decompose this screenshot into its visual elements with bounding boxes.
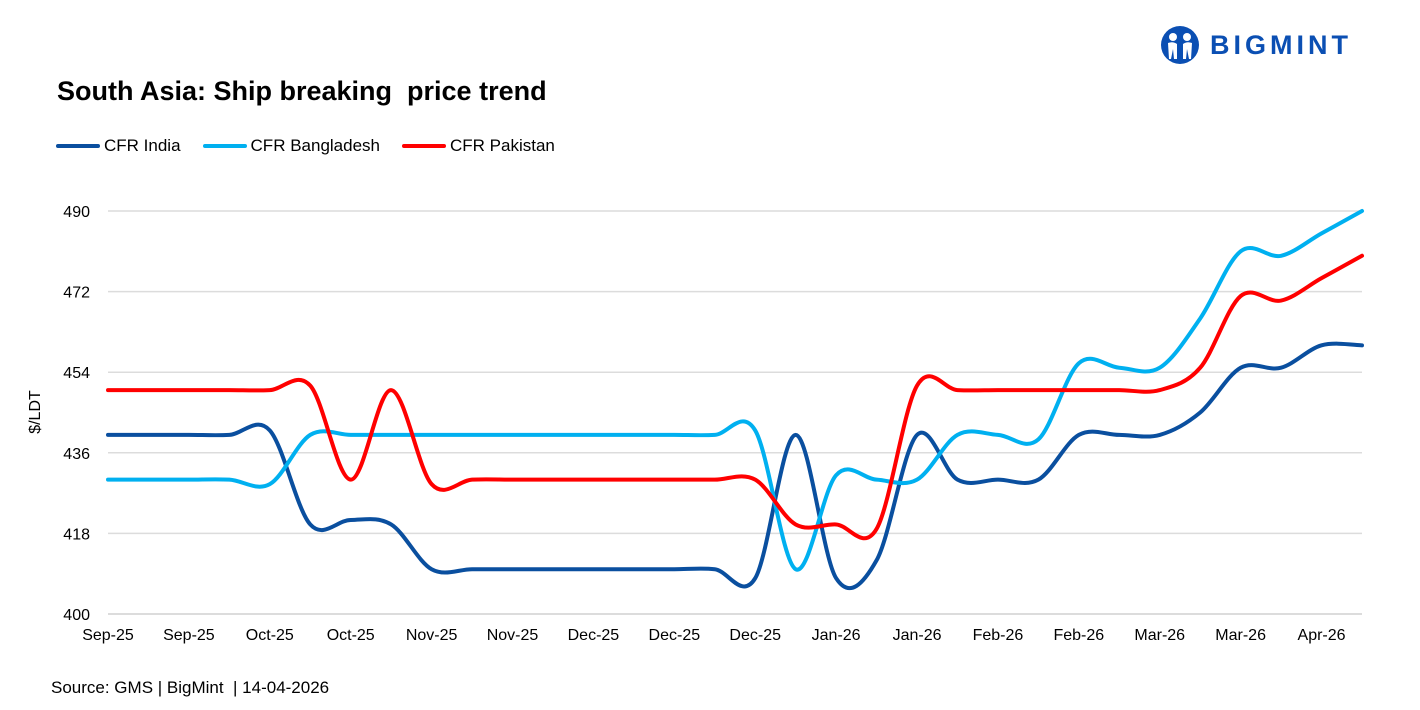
y-tick-label: 454 <box>63 365 90 382</box>
x-tick-label: Apr-26 <box>1298 627 1346 644</box>
legend-item-pakistan: CFR Pakistan <box>402 136 555 156</box>
y-tick-label: 400 <box>63 607 90 624</box>
legend-item-bangladesh: CFR Bangladesh <box>202 136 380 156</box>
x-tick-label: Oct-25 <box>327 627 375 644</box>
x-tick-label: Feb-26 <box>1053 627 1104 644</box>
series-line-cfr-india <box>106 341 1364 591</box>
bigmint-logo: BIGMINT <box>1160 25 1352 65</box>
x-tick-label: Nov-25 <box>487 627 539 644</box>
x-tick-label: Dec-25 <box>729 627 781 644</box>
legend-swatch-pakistan <box>402 144 446 148</box>
series-line-cfr-pakistan <box>106 253 1364 541</box>
legend-swatch-india <box>56 144 100 148</box>
x-tick-label: Mar-26 <box>1215 627 1266 644</box>
x-tick-label: Dec-25 <box>649 627 701 644</box>
x-tick-label: Feb-26 <box>973 627 1024 644</box>
y-tick-label: 490 <box>63 204 90 221</box>
series-line-cfr-bangladesh <box>106 209 1364 572</box>
bigmint-logo-icon <box>1161 26 1199 64</box>
legend: CFR India CFR Bangladesh CFR Pakistan <box>56 136 555 156</box>
x-tick-label: Dec-25 <box>568 627 620 644</box>
legend-label-india: CFR India <box>104 136 181 155</box>
x-tick-label: Nov-25 <box>406 627 458 644</box>
y-tick-label: 418 <box>63 526 90 543</box>
x-tick-label: Sep-25 <box>163 627 215 644</box>
x-tick-label: Mar-26 <box>1134 627 1185 644</box>
x-tick-label: Sep-25 <box>82 627 134 644</box>
legend-swatch-bangladesh <box>202 144 247 148</box>
x-tick-label: Jan-26 <box>812 627 861 644</box>
y-tick-label: 436 <box>63 446 90 463</box>
legend-label-pakistan: CFR Pakistan <box>450 136 555 155</box>
legend-item-india: CFR India <box>56 136 181 156</box>
y-axis-label: $/LDT <box>27 390 44 434</box>
source-note: Source: GMS | BigMint | 14-04-2026 <box>51 678 330 697</box>
legend-label-bangladesh: CFR Bangladesh <box>250 136 380 155</box>
chart-title: South Asia: Ship breaking price trend <box>57 76 547 106</box>
y-tick-label: 472 <box>63 285 90 302</box>
bigmint-logo-text: BIGMINT <box>1210 29 1352 60</box>
x-tick-label: Jan-26 <box>893 627 942 644</box>
x-tick-label: Oct-25 <box>246 627 294 644</box>
